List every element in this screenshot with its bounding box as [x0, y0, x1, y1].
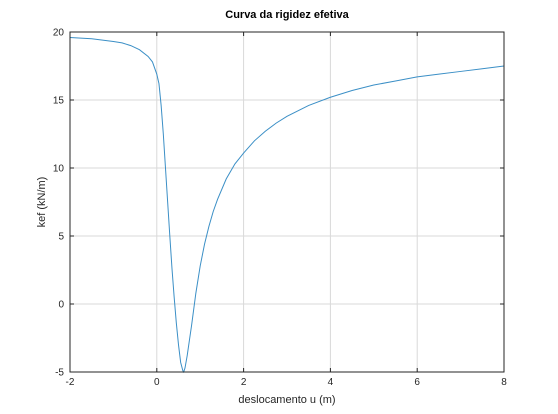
chart-title: Curva da rigidez efetiva: [225, 9, 349, 21]
x-tick-label: 0: [154, 377, 160, 388]
plot-frame: [69, 31, 505, 373]
x-axis-label: deslocamento u (m): [238, 394, 335, 406]
y-tick-label: 20: [53, 28, 65, 39]
y-axis-label: kef (kN/m): [36, 177, 48, 228]
x-ticks: -2 0 2 4 6 8: [66, 32, 507, 388]
y-tick-label: -5: [55, 368, 64, 379]
y-tick-label: 0: [58, 300, 64, 311]
y-tick-label: 5: [58, 232, 64, 243]
y-tick-label: 10: [53, 164, 65, 175]
x-tick-label: 8: [501, 377, 507, 388]
grid: [69, 31, 505, 373]
x-tick-label: 6: [414, 377, 420, 388]
x-tick-label: -2: [66, 377, 75, 388]
x-tick-label: 2: [241, 377, 247, 388]
series-line: [69, 36, 505, 374]
plot-area: -2 0 2 4 6 8 -5 0 5 10 15 20: [53, 28, 507, 389]
y-ticks: -5 0 5 10 15 20: [53, 28, 504, 379]
plot-background: [70, 32, 504, 372]
x-tick-label: 4: [328, 377, 334, 388]
y-tick-label: 15: [53, 96, 65, 107]
